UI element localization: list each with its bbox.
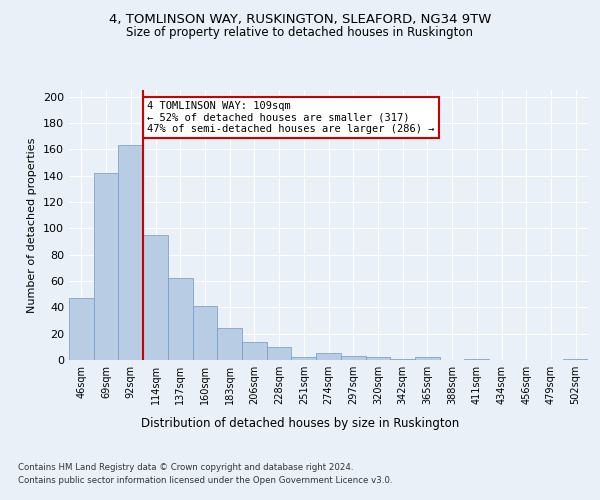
Text: Distribution of detached houses by size in Ruskington: Distribution of detached houses by size …	[141, 418, 459, 430]
Bar	[118, 146, 143, 360]
Bar	[217, 328, 242, 360]
Bar	[464, 358, 489, 360]
Bar	[316, 354, 341, 360]
Bar	[193, 306, 217, 360]
Bar	[168, 278, 193, 360]
Bar	[292, 358, 316, 360]
Bar	[267, 347, 292, 360]
Bar	[143, 235, 168, 360]
Bar	[341, 356, 365, 360]
Bar	[390, 358, 415, 360]
Bar	[563, 358, 588, 360]
Bar	[69, 298, 94, 360]
Text: Contains HM Land Registry data © Crown copyright and database right 2024.: Contains HM Land Registry data © Crown c…	[18, 462, 353, 471]
Bar	[365, 358, 390, 360]
Text: 4 TOMLINSON WAY: 109sqm
← 52% of detached houses are smaller (317)
47% of semi-d: 4 TOMLINSON WAY: 109sqm ← 52% of detache…	[147, 101, 434, 134]
Bar	[415, 358, 440, 360]
Text: Contains public sector information licensed under the Open Government Licence v3: Contains public sector information licen…	[18, 476, 392, 485]
Bar	[242, 342, 267, 360]
Text: 4, TOMLINSON WAY, RUSKINGTON, SLEAFORD, NG34 9TW: 4, TOMLINSON WAY, RUSKINGTON, SLEAFORD, …	[109, 12, 491, 26]
Y-axis label: Number of detached properties: Number of detached properties	[28, 138, 37, 312]
Bar	[94, 173, 118, 360]
Text: Size of property relative to detached houses in Ruskington: Size of property relative to detached ho…	[127, 26, 473, 39]
